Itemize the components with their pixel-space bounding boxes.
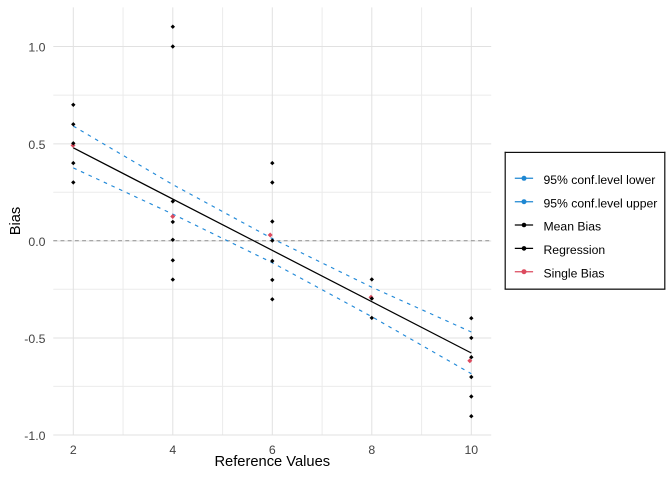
svg-text:0.0: 0.0 (28, 235, 45, 249)
svg-text:Mean Bias: Mean Bias (544, 220, 602, 234)
svg-text:0.5: 0.5 (28, 138, 45, 152)
svg-text:Regression: Regression (544, 243, 606, 257)
svg-text:-0.5: -0.5 (24, 332, 45, 346)
svg-text:Bias: Bias (8, 207, 24, 236)
svg-text:95% conf.level upper: 95% conf.level upper (544, 196, 658, 210)
svg-text:6: 6 (269, 443, 276, 457)
svg-text:4: 4 (169, 443, 176, 457)
svg-text:Single Bias: Single Bias (544, 266, 605, 280)
svg-text:1.0: 1.0 (28, 41, 45, 55)
svg-text:95% conf.level lower: 95% conf.level lower (544, 173, 656, 187)
svg-text:Reference Values: Reference Values (214, 454, 330, 470)
svg-text:10: 10 (464, 443, 478, 457)
svg-text:8: 8 (368, 443, 375, 457)
svg-text:-1.0: -1.0 (24, 429, 45, 443)
svg-text:2: 2 (70, 443, 77, 457)
